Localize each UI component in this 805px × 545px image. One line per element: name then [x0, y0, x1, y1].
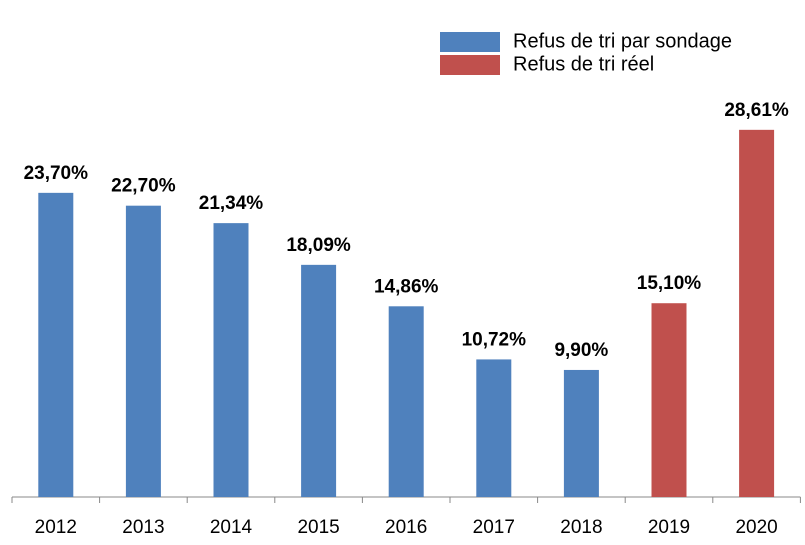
- x-tick-label: 2020: [735, 517, 777, 538]
- bar: [739, 129, 775, 498]
- x-tick-label: 2013: [122, 517, 164, 538]
- value-label: 18,09%: [286, 235, 351, 256]
- legend-swatch: [440, 32, 500, 52]
- x-tick-label: 2012: [35, 517, 77, 538]
- bar: [388, 306, 424, 497]
- value-label: 28,61%: [724, 100, 789, 121]
- value-label: 23,70%: [24, 163, 89, 184]
- value-label: 10,72%: [462, 329, 527, 350]
- value-label: 9,90%: [554, 340, 608, 361]
- bar: [301, 264, 337, 497]
- bar: [213, 223, 249, 498]
- x-tick-label: 2019: [648, 517, 690, 538]
- legend-label: Refus de tri par sondage: [513, 30, 732, 52]
- x-tick-label: 2017: [473, 517, 515, 538]
- x-tick-label: 2015: [297, 517, 339, 538]
- x-tick-label: 2018: [560, 517, 602, 538]
- bar: [651, 303, 687, 497]
- bar: [476, 359, 512, 497]
- x-tick-label: 2014: [210, 517, 253, 538]
- bar: [125, 205, 161, 497]
- value-label: 21,34%: [199, 193, 264, 214]
- bar: [563, 369, 599, 497]
- bar: [38, 192, 74, 497]
- legend-swatch: [440, 55, 500, 75]
- value-label: 14,86%: [374, 276, 439, 297]
- legend-label: Refus de tri réel: [513, 53, 654, 75]
- x-tick-label: 2016: [385, 517, 427, 538]
- value-label: 22,70%: [111, 176, 176, 197]
- value-label: 15,10%: [637, 273, 702, 294]
